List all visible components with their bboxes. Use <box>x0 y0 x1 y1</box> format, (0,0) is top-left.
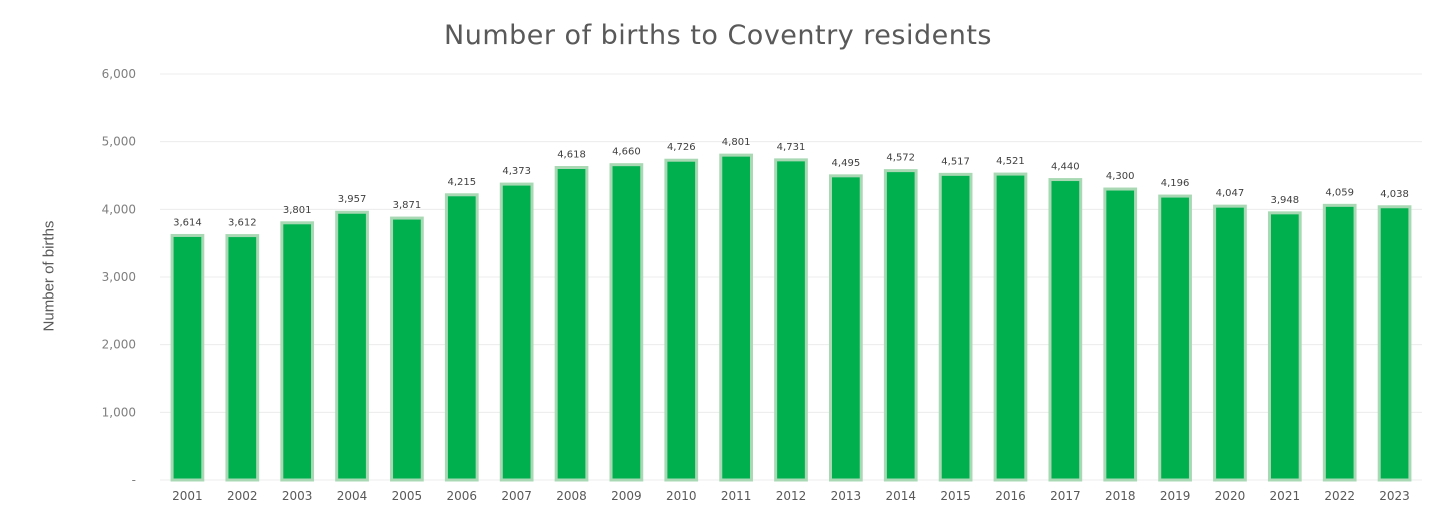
y-tick-label: - <box>132 473 136 487</box>
x-tick-label: 2015 <box>940 489 971 503</box>
x-tick-label: 2016 <box>995 489 1026 503</box>
data-label: 4,618 <box>557 150 586 161</box>
y-tick-label: 4,000 <box>102 202 136 216</box>
bar <box>335 210 369 482</box>
x-tick-label: 2011 <box>721 489 752 503</box>
bar <box>280 221 315 482</box>
bar <box>499 182 534 482</box>
data-label: 3,871 <box>393 200 422 211</box>
bar <box>829 174 863 482</box>
data-label: 4,440 <box>1051 162 1080 173</box>
data-label: 3,801 <box>283 205 312 216</box>
x-tick-label: 2009 <box>611 489 642 503</box>
bar <box>609 163 644 482</box>
x-tick-label: 2008 <box>556 489 587 503</box>
x-tick-label: 2012 <box>776 489 807 503</box>
y-tick-label: 5,000 <box>102 135 136 149</box>
data-label: 4,572 <box>886 153 915 164</box>
data-label: 3,614 <box>173 217 202 228</box>
bar <box>1377 205 1412 482</box>
y-tick-label: 6,000 <box>102 67 136 81</box>
x-tick-label: 2002 <box>227 489 258 503</box>
y-tick-label: 1,000 <box>102 405 136 419</box>
bar <box>225 234 260 482</box>
x-tick-label: 2003 <box>282 489 313 503</box>
bar <box>1213 204 1247 482</box>
bar <box>883 169 918 482</box>
data-label: 4,521 <box>996 156 1025 167</box>
bar <box>774 158 808 482</box>
x-tick-label: 2007 <box>501 489 532 503</box>
data-label: 4,517 <box>941 156 970 167</box>
data-label: 4,215 <box>447 177 476 188</box>
x-tick-label: 2006 <box>447 489 478 503</box>
x-tick-label: 2010 <box>666 489 697 503</box>
data-label: 4,047 <box>1216 188 1245 199</box>
data-label: 4,196 <box>1161 178 1190 189</box>
data-label: 3,948 <box>1271 195 1300 206</box>
data-label: 4,373 <box>502 166 531 177</box>
bar <box>938 172 973 482</box>
bar <box>1322 203 1357 482</box>
bar <box>554 166 589 482</box>
x-tick-label: 2014 <box>885 489 916 503</box>
bar <box>993 172 1028 482</box>
bar <box>390 216 424 482</box>
x-tick-label: 2005 <box>392 489 423 503</box>
x-tick-label: 2019 <box>1160 489 1191 503</box>
bar <box>719 153 753 482</box>
data-label: 4,801 <box>722 137 751 148</box>
y-tick-label: 2,000 <box>102 338 136 352</box>
bar <box>170 233 205 482</box>
data-label: 3,957 <box>338 194 367 205</box>
x-tick-label: 2001 <box>172 489 203 503</box>
x-tick-label: 2017 <box>1050 489 1081 503</box>
bar <box>1048 178 1083 482</box>
bar <box>444 193 479 482</box>
x-tick-label: 2020 <box>1215 489 1246 503</box>
data-label: 4,038 <box>1380 189 1409 200</box>
x-tick-label: 2004 <box>337 489 368 503</box>
data-label: 3,612 <box>228 218 257 229</box>
bar <box>1158 194 1192 482</box>
data-label: 4,660 <box>612 147 641 158</box>
bar <box>664 158 699 482</box>
data-label: 4,726 <box>667 142 696 153</box>
chart-title: Number of births to Coventry residents <box>444 20 992 51</box>
x-tick-label: 2023 <box>1379 489 1410 503</box>
x-tick-label: 2022 <box>1324 489 1355 503</box>
y-tick-label: 3,000 <box>102 270 136 284</box>
bar <box>1103 187 1138 482</box>
x-tick-label: 2013 <box>831 489 862 503</box>
x-tick-label: 2018 <box>1105 489 1136 503</box>
data-label: 4,300 <box>1106 171 1135 182</box>
data-label: 4,495 <box>832 158 861 169</box>
bar <box>1267 211 1302 482</box>
data-label: 4,731 <box>777 142 806 153</box>
data-label: 4,059 <box>1325 187 1354 198</box>
x-tick-label: 2021 <box>1270 489 1301 503</box>
